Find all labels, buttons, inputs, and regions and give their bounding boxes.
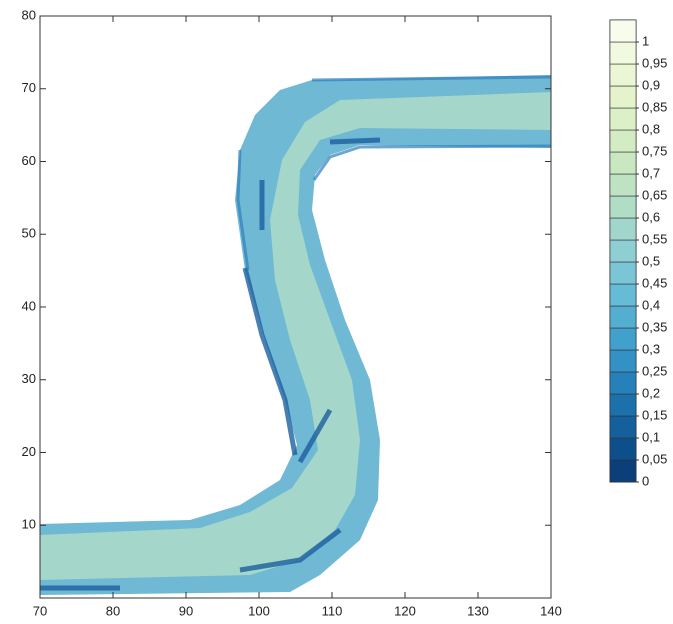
colorbar-tick-label: 0,45 bbox=[642, 275, 667, 290]
colorbar-level bbox=[609, 393, 637, 417]
colorbar-level bbox=[609, 239, 637, 263]
x-tick-label: 90 bbox=[179, 603, 193, 618]
y-tick-label: 50 bbox=[22, 226, 36, 241]
colorbar-tick-label: 0,9 bbox=[642, 77, 660, 92]
colorbar-tick-label: 0,65 bbox=[642, 187, 667, 202]
colorbar-tick-label: 0 bbox=[642, 473, 649, 488]
colorbar-tick-label: 0,35 bbox=[642, 319, 667, 334]
colorbar-level bbox=[609, 305, 637, 329]
colorbar-tick-label: 0,2 bbox=[642, 385, 660, 400]
y-tick-label: 70 bbox=[22, 80, 36, 95]
colorbar-tick-label: 0,4 bbox=[642, 297, 660, 312]
colorbar-tick-label: 0,8 bbox=[642, 121, 660, 136]
colorbar-level bbox=[609, 437, 637, 461]
channel-light bbox=[40, 92, 551, 580]
channel-field bbox=[40, 75, 552, 595]
y-tick-label: 40 bbox=[22, 298, 36, 313]
channel-edge bbox=[236, 75, 552, 271]
colorbar-level bbox=[609, 371, 637, 395]
colorbar-level bbox=[609, 283, 637, 307]
colorbar-tick-label: 0,95 bbox=[642, 55, 667, 70]
colorbar-level bbox=[609, 459, 637, 483]
colorbar-level bbox=[609, 41, 637, 65]
y-tick-label: 10 bbox=[22, 517, 36, 532]
colorbar-tick-label: 0,75 bbox=[642, 143, 667, 158]
colorbar-tick-label: 0,15 bbox=[642, 407, 667, 422]
colorbar-tick-label: 0,1 bbox=[642, 429, 660, 444]
colorbar-level bbox=[609, 415, 637, 439]
x-tick-label: 130 bbox=[467, 603, 489, 618]
colorbar-level bbox=[609, 19, 637, 43]
x-tick-label: 70 bbox=[33, 603, 47, 618]
x-tick-label: 120 bbox=[394, 603, 416, 618]
colorbar-level bbox=[609, 173, 637, 197]
colorbar-level bbox=[609, 349, 637, 373]
y-tick-label: 60 bbox=[22, 153, 36, 168]
colorbar-tick-label: 0,25 bbox=[642, 363, 667, 378]
colorbar-level bbox=[609, 107, 637, 131]
channel-dark bbox=[40, 137, 381, 591]
y-tick-label: 80 bbox=[22, 7, 36, 22]
y-tick-label: 30 bbox=[22, 371, 36, 386]
colorbar-tick-label: 0,85 bbox=[642, 99, 667, 114]
y-tick-label: 20 bbox=[22, 444, 36, 459]
colorbar-tick-label: 0,7 bbox=[642, 165, 660, 180]
colorbar-tick-label: 0,05 bbox=[642, 451, 667, 466]
colorbar-tick-label: 0,3 bbox=[642, 341, 660, 356]
colorbar-level bbox=[609, 195, 637, 219]
x-tick-label: 80 bbox=[106, 603, 120, 618]
colorbar-level bbox=[609, 327, 637, 351]
colorbar-level bbox=[609, 217, 637, 241]
x-tick-label: 100 bbox=[248, 603, 270, 618]
colorbar-level bbox=[609, 261, 637, 285]
x-tick-label: 110 bbox=[322, 603, 343, 618]
colorbar-tick-label: 0,55 bbox=[642, 231, 667, 246]
colorbar-level bbox=[609, 85, 637, 109]
colorbar-tick-label: 0,5 bbox=[642, 253, 660, 268]
colorbar-tick-label: 1 bbox=[642, 33, 649, 48]
colorbar-level bbox=[609, 63, 637, 87]
colorbar-level bbox=[609, 151, 637, 175]
colorbar-tick-label: 0,6 bbox=[642, 209, 660, 224]
x-tick-label: 140 bbox=[540, 603, 562, 618]
colorbar-level bbox=[609, 129, 637, 153]
